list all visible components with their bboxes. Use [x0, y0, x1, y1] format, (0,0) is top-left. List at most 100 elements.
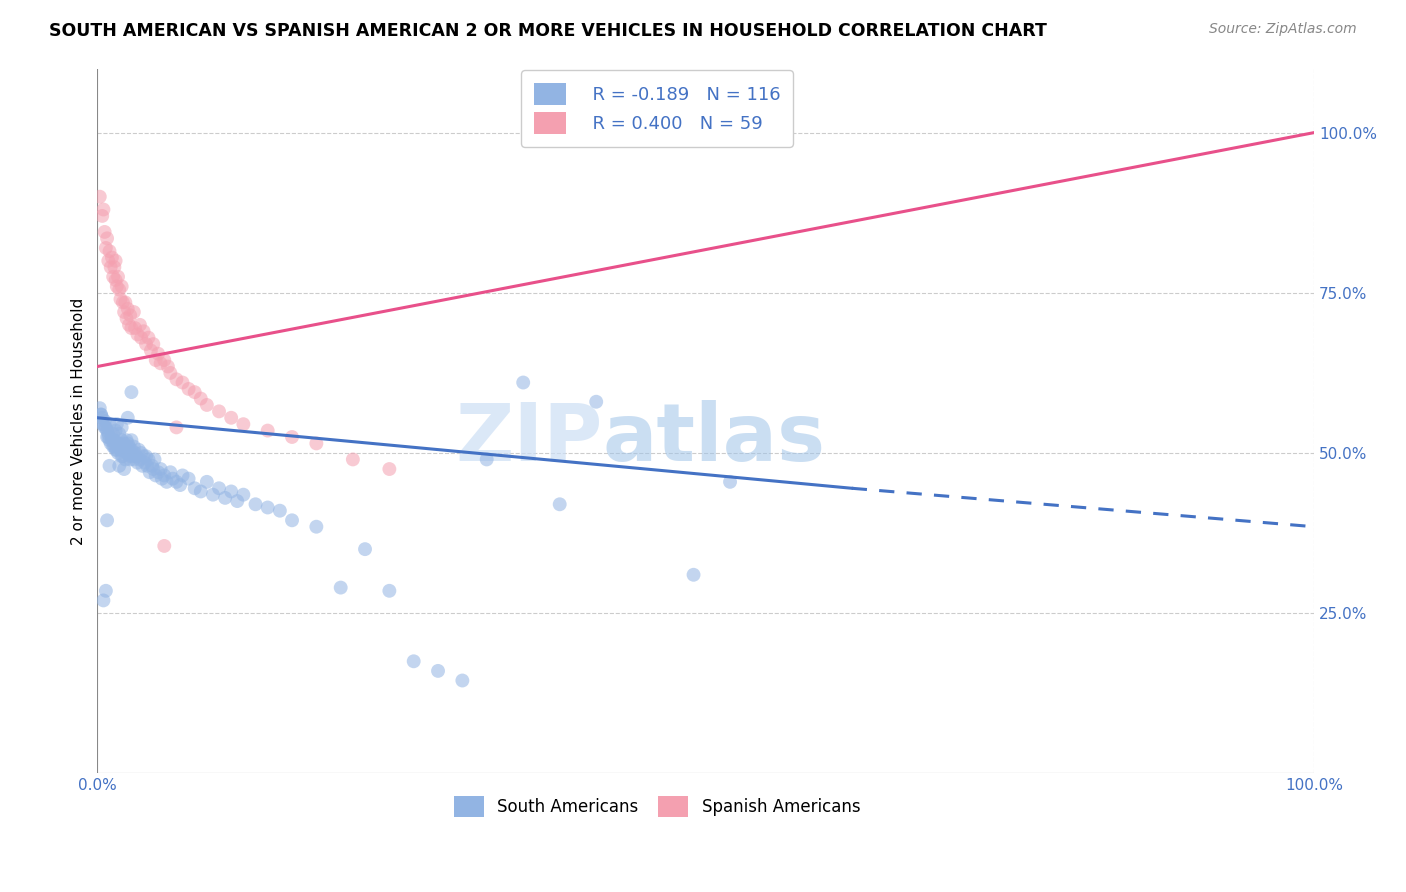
Point	[118, 449, 141, 463]
Point	[120, 385, 142, 400]
Point	[98, 244, 121, 259]
Point	[97, 426, 120, 441]
Point	[129, 318, 152, 332]
Point	[281, 430, 304, 444]
Point	[153, 539, 176, 553]
Point	[165, 420, 187, 434]
Point	[208, 404, 231, 418]
Point	[136, 458, 159, 473]
Point	[101, 251, 124, 265]
Point	[120, 442, 142, 457]
Point	[110, 292, 132, 306]
Point	[93, 593, 115, 607]
Point	[108, 283, 131, 297]
Point	[101, 440, 124, 454]
Point	[105, 279, 128, 293]
Point	[120, 452, 142, 467]
Point	[111, 449, 134, 463]
Legend: South Americans, Spanish Americans: South Americans, Spanish Americans	[446, 788, 869, 825]
Point	[107, 269, 129, 284]
Point	[117, 410, 139, 425]
Point	[104, 424, 127, 438]
Point	[105, 442, 128, 457]
Point	[305, 436, 328, 450]
Point	[427, 664, 450, 678]
Point	[100, 436, 122, 450]
Point	[183, 385, 205, 400]
Point	[103, 433, 125, 447]
Point	[281, 513, 304, 527]
Point	[115, 311, 138, 326]
Point	[91, 417, 114, 432]
Point	[139, 343, 162, 358]
Point	[115, 433, 138, 447]
Point	[269, 504, 291, 518]
Point	[190, 392, 212, 406]
Point	[142, 462, 165, 476]
Point	[125, 449, 148, 463]
Point	[127, 456, 149, 470]
Point	[214, 491, 236, 505]
Point	[112, 462, 135, 476]
Point	[118, 440, 141, 454]
Point	[219, 410, 242, 425]
Point	[354, 542, 377, 557]
Point	[145, 468, 167, 483]
Point	[101, 269, 124, 284]
Point	[108, 426, 131, 441]
Point	[149, 462, 172, 476]
Point	[512, 376, 534, 390]
Point	[201, 488, 224, 502]
Point	[342, 452, 364, 467]
Point	[111, 420, 134, 434]
Point	[132, 449, 155, 463]
Point	[96, 513, 118, 527]
Point	[93, 202, 115, 217]
Point	[94, 241, 117, 255]
Point	[129, 331, 152, 345]
Point	[153, 468, 176, 483]
Point	[134, 456, 156, 470]
Point	[127, 327, 149, 342]
Point	[232, 488, 254, 502]
Point	[305, 519, 328, 533]
Point	[98, 433, 121, 447]
Point	[156, 359, 179, 374]
Point	[718, 475, 741, 489]
Point	[245, 497, 267, 511]
Point	[111, 279, 134, 293]
Point	[378, 583, 401, 598]
Point	[112, 436, 135, 450]
Point	[256, 424, 278, 438]
Text: SOUTH AMERICAN VS SPANISH AMERICAN 2 OR MORE VEHICLES IN HOUSEHOLD CORRELATION C: SOUTH AMERICAN VS SPANISH AMERICAN 2 OR …	[49, 22, 1047, 40]
Point	[120, 321, 142, 335]
Point	[150, 472, 173, 486]
Point	[91, 410, 114, 425]
Point	[105, 436, 128, 450]
Point	[89, 401, 111, 416]
Point	[107, 446, 129, 460]
Point	[124, 321, 146, 335]
Point	[103, 260, 125, 275]
Point	[548, 497, 571, 511]
Point	[93, 225, 115, 239]
Text: ZIP: ZIP	[456, 400, 602, 477]
Point	[90, 408, 112, 422]
Point	[145, 353, 167, 368]
Point	[111, 440, 134, 454]
Point	[117, 301, 139, 316]
Text: atlas: atlas	[602, 400, 825, 477]
Point	[165, 475, 187, 489]
Point	[93, 417, 115, 432]
Point	[138, 452, 160, 467]
Point	[118, 318, 141, 332]
Point	[142, 337, 165, 351]
Point	[97, 253, 120, 268]
Point	[91, 209, 114, 223]
Point	[138, 331, 160, 345]
Point	[149, 356, 172, 370]
Point	[105, 417, 128, 432]
Point	[120, 308, 142, 322]
Point	[451, 673, 474, 688]
Point	[104, 442, 127, 457]
